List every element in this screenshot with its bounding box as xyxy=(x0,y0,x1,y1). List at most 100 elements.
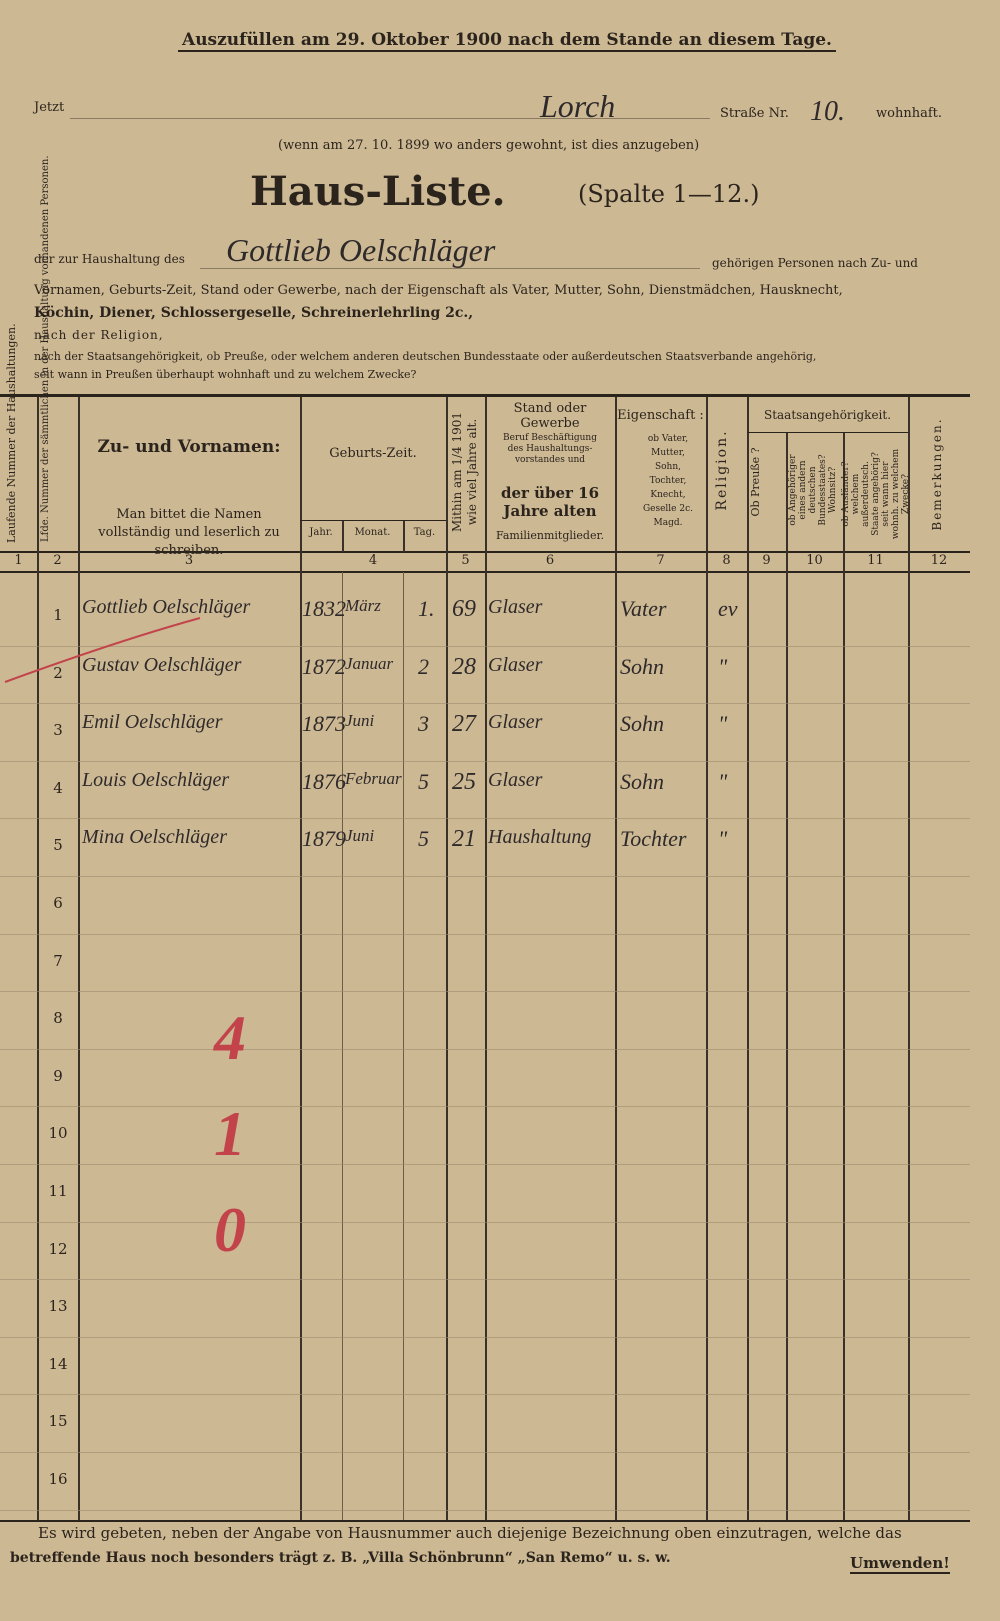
address-suffix: wohnhaft. xyxy=(876,106,942,121)
cell-year: 1879 xyxy=(302,826,346,852)
household-prefix: der zur Haushaltung des xyxy=(34,252,185,266)
header-occupation-bold: der über 16 Jahre alten xyxy=(500,484,600,520)
street-value: Lorch xyxy=(540,88,616,124)
instruction-line: nach der Religion, xyxy=(34,328,164,342)
cell-occupation: Glaser xyxy=(488,653,543,676)
footer-line-2: betreffende Haus noch besonders trägt z.… xyxy=(10,1550,671,1566)
household-head: Gottlieb Oelschläger xyxy=(226,232,496,268)
cell-occupation: Haushaltung xyxy=(488,826,592,849)
column-rule xyxy=(747,397,749,1520)
cell-role: Tochter xyxy=(620,826,687,852)
header-role: Eigenschaft : xyxy=(617,408,704,423)
header-year: Jahr. xyxy=(309,527,333,538)
column-rule xyxy=(403,572,404,1520)
cell-role: Vater xyxy=(620,596,667,621)
previous-note: (wenn am 27. 10. 1899 wo anders gewohnt,… xyxy=(278,138,700,153)
column-rule xyxy=(908,397,910,1520)
cell-religion: ev xyxy=(718,596,738,621)
header-household-number: Laufende Nummer der Haushaltungen. xyxy=(5,323,18,543)
column-rule xyxy=(342,520,344,552)
table-top-rule xyxy=(0,394,970,397)
column-rule xyxy=(37,397,39,1520)
cell-name: Louis Oelschläger xyxy=(82,768,230,791)
cell-name: Gottlieb Oelschläger xyxy=(82,596,251,618)
house-number: 10. xyxy=(810,96,845,127)
row-number: 11 xyxy=(48,1182,68,1200)
column-rule xyxy=(78,397,80,1520)
cell-role: Sohn xyxy=(620,711,664,737)
header-religion: Religion. xyxy=(714,429,730,511)
header-birth: Geburts-Zeit. xyxy=(329,446,417,461)
header-foreigner: ob Ausländer? welchem außerdeutsch. Staa… xyxy=(841,448,911,540)
instruction-line: nach der Staatsangehörigkeit, ob Preuße,… xyxy=(34,350,817,363)
header-day: Tag. xyxy=(413,527,436,538)
cell-age: 25 xyxy=(452,768,476,795)
street-label: Straße Nr. xyxy=(720,106,789,121)
column-rule xyxy=(786,432,788,1520)
cell-month: März xyxy=(345,596,381,615)
row-number: 5 xyxy=(53,836,63,855)
cell-age: 28 xyxy=(452,653,476,680)
column-rule xyxy=(843,432,845,1520)
cell-role: Sohn xyxy=(620,768,664,794)
column-rule xyxy=(446,397,448,1520)
cell-religion: " xyxy=(718,768,728,794)
table-bottom-rule xyxy=(0,1520,970,1522)
cell-occupation: Glaser xyxy=(488,711,543,734)
row-number: 12 xyxy=(48,1239,68,1258)
column-rule xyxy=(403,520,405,552)
header-occupation: Stand oder Gewerbe xyxy=(513,401,587,431)
cell-occupation: Glaser xyxy=(488,596,543,618)
address-prefix: Jetzt xyxy=(34,100,65,115)
column-number: 6 xyxy=(545,553,555,568)
instruction-line: Vornamen, Geburts-Zeit, Stand oder Gewer… xyxy=(34,283,843,298)
column-number: 2 xyxy=(53,553,62,568)
cell-name: Mina Oelschläger xyxy=(82,826,227,849)
cell-name: Gustav Oelschläger xyxy=(82,653,242,676)
cell-year: 1832 xyxy=(302,596,346,621)
row-number: 6 xyxy=(53,894,63,912)
cell-month: Februar xyxy=(345,768,402,788)
column-number: 7 xyxy=(656,553,665,568)
title-sub: (Spalte 1—12.) xyxy=(578,180,760,208)
cell-day: 2 xyxy=(418,653,429,679)
cell-year: 1873 xyxy=(302,711,346,737)
top-note: Auszufüllen am 29. Oktober 1900 nach dem… xyxy=(178,30,836,52)
cell-year: 1872 xyxy=(302,653,346,679)
cell-month: Juni xyxy=(345,826,375,846)
header-age: Mithin am 1/4 1901 wie viel Jahre alt. xyxy=(450,411,479,533)
header-german-state: ob Angehöriger eines andern deutschen Bu… xyxy=(788,454,838,526)
column-number: 5 xyxy=(461,553,470,568)
row-number: 3 xyxy=(53,721,63,740)
cell-month: Juni xyxy=(345,711,375,731)
cell-name: Emil Oelschläger xyxy=(82,711,223,734)
column-number: 12 xyxy=(930,553,948,568)
instruction-line: Köchin, Diener, Schlossergeselle, Schrei… xyxy=(34,305,474,321)
column-rule xyxy=(706,397,708,1520)
header-names-sub: Man bittet die Namen vollständig und les… xyxy=(98,507,280,558)
header-occupation-sub: Beruf Beschäftigung des Haushaltungs-vor… xyxy=(503,433,597,465)
column-rule xyxy=(342,572,343,1520)
row-number: 13 xyxy=(48,1297,68,1316)
cell-day: 5 xyxy=(418,768,429,794)
column-rule xyxy=(300,397,302,1520)
cell-religion: " xyxy=(718,653,728,679)
row-number: 8 xyxy=(53,1009,63,1028)
column-number: 11 xyxy=(867,553,884,568)
column-rule xyxy=(615,397,617,1520)
cell-age: 27 xyxy=(452,711,476,738)
cell-age: 21 xyxy=(452,826,476,853)
page-title: Haus-Liste. xyxy=(250,168,506,215)
cell-day: 5 xyxy=(418,826,429,852)
household-suffix: gehörigen Personen nach Zu- und xyxy=(712,256,918,270)
row-number: 9 xyxy=(53,1066,63,1085)
cell-religion: " xyxy=(718,826,728,852)
cell-day: 3 xyxy=(418,711,429,737)
cell-religion: " xyxy=(718,711,728,737)
instruction-line: seit wann in Preußen überhaupt wohnhaft … xyxy=(34,368,417,381)
row-number: 15 xyxy=(48,1412,68,1431)
column-number: 3 xyxy=(184,553,194,568)
row-number: 4 xyxy=(53,778,63,797)
cell-role: Sohn xyxy=(620,653,664,679)
